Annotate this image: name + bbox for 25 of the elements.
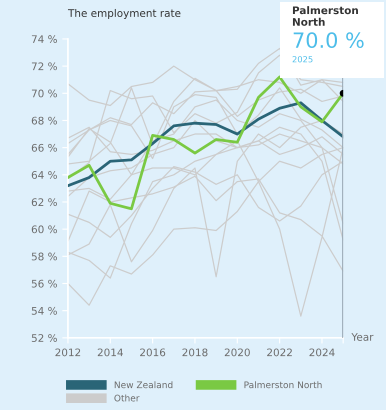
y-tick-label: 64 % xyxy=(32,171,57,179)
y-tick-label: 56 % xyxy=(32,280,57,288)
legend-label: New Zealand xyxy=(114,381,172,388)
y-tick-label: 54 % xyxy=(32,306,57,315)
x-tick-label: 2012 xyxy=(55,348,80,356)
chart-title: The employment rate xyxy=(68,8,180,20)
x-tick-label: 2024 xyxy=(309,348,335,356)
y-tick-label: 52 % xyxy=(32,334,57,342)
legend-label: Other xyxy=(114,394,140,402)
y-tick-label: 66 % xyxy=(32,144,57,152)
y-tick-label: 70 % xyxy=(32,90,57,98)
x-tick-label: 2014 xyxy=(98,348,123,356)
y-tick-label: 74 % xyxy=(32,35,57,44)
annotation: Palmerston North 70.0 % 2025 xyxy=(292,6,364,62)
x-tick-label: 2022 xyxy=(267,348,292,356)
legend-label: Palmerston North xyxy=(244,381,322,388)
y-tick-label: 62 % xyxy=(32,198,57,206)
x-tick-label: 2016 xyxy=(140,348,166,356)
x-tick-label: 2020 xyxy=(224,348,250,356)
y-tick-label: 58 % xyxy=(32,252,57,260)
y-tick-label: 60 % xyxy=(32,225,57,234)
y-tick-label: 72 % xyxy=(32,62,57,70)
x-tick-label: 2018 xyxy=(182,348,208,356)
y-tick-label: 68 % xyxy=(32,116,57,125)
x-axis-title: Year xyxy=(351,333,374,341)
